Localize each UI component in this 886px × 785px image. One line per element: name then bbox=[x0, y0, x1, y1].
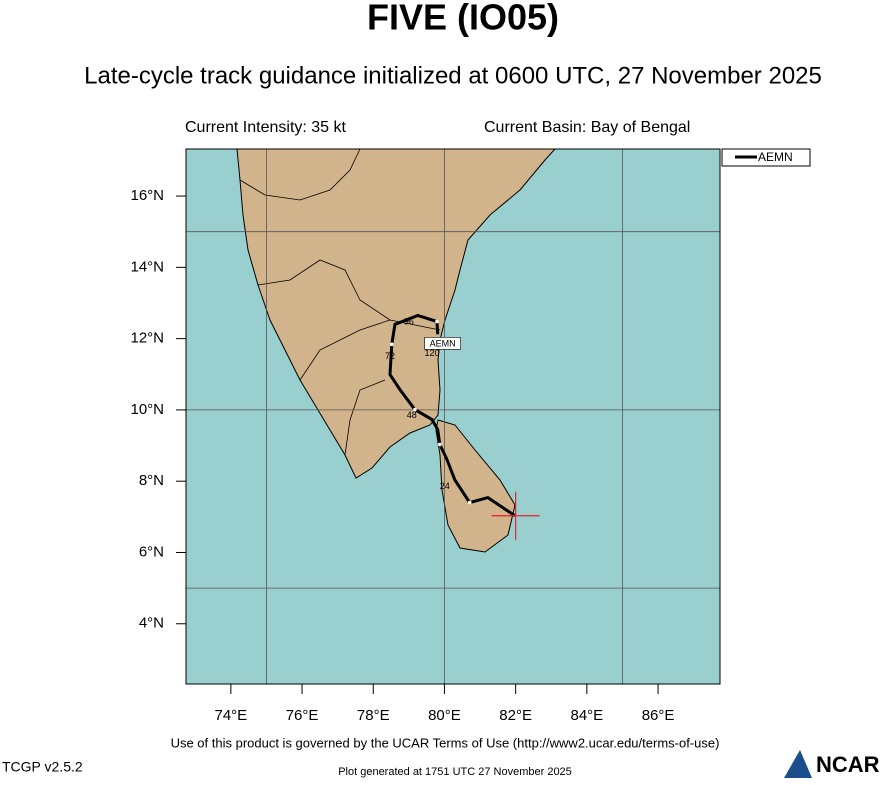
logo: NCAR bbox=[816, 752, 880, 777]
x-tick-label: 76°E bbox=[286, 707, 319, 724]
track-point bbox=[438, 442, 442, 447]
x-tick-label: 74°E bbox=[215, 707, 248, 724]
title: FIVE (IO05) bbox=[367, 0, 559, 38]
y-tick-label: 14°N bbox=[130, 258, 164, 275]
x-tick-label: 80°E bbox=[428, 707, 461, 724]
legend-label: AEMN bbox=[758, 150, 793, 164]
y-tick-label: 16°N bbox=[130, 187, 164, 204]
state-border bbox=[344, 379, 386, 456]
model-label: AEMN bbox=[430, 339, 456, 349]
track-point bbox=[413, 407, 417, 412]
legend bbox=[721, 148, 811, 167]
y-tick-label: 12°N bbox=[130, 330, 164, 347]
logo-mark bbox=[784, 750, 812, 778]
state-border bbox=[239, 148, 361, 201]
frame bbox=[185, 148, 721, 685]
track-point bbox=[435, 319, 439, 324]
track-point bbox=[389, 342, 394, 347]
generated: Plot generated at 1751 UTC 27 November 2… bbox=[338, 766, 572, 778]
y-tick-label: 10°N bbox=[130, 401, 164, 418]
y-tick-label: 6°N bbox=[139, 543, 164, 560]
state-border bbox=[299, 319, 391, 381]
model-label-box bbox=[424, 337, 461, 350]
x-tick-label: 78°E bbox=[357, 707, 390, 724]
basin: Current Basin: Bay of Bengal bbox=[484, 119, 690, 136]
x-tick-label: 82°E bbox=[499, 707, 532, 724]
forecast-hour: 120 bbox=[424, 348, 439, 358]
x-tick-label: 84°E bbox=[571, 707, 604, 724]
track-point bbox=[467, 500, 472, 505]
track bbox=[388, 313, 516, 518]
forecast-hour: 24 bbox=[440, 481, 450, 491]
y-tick-label: 4°N bbox=[139, 615, 164, 632]
forecast-hour: 72 bbox=[385, 351, 395, 361]
x-tick-label: 86°E bbox=[642, 707, 675, 724]
forecast-hour: 48 bbox=[407, 410, 417, 420]
sri-lanka bbox=[435, 419, 516, 553]
version: TCGP v2.5.2 bbox=[2, 759, 83, 775]
intensity: Current Intensity: 35 kt bbox=[185, 119, 347, 136]
subtitle: Late-cycle track guidance initialized at… bbox=[84, 62, 822, 89]
y-tick-label: 8°N bbox=[139, 472, 164, 489]
terms: Use of this product is governed by the U… bbox=[171, 735, 720, 750]
forecast-hour: 96 bbox=[404, 317, 414, 327]
